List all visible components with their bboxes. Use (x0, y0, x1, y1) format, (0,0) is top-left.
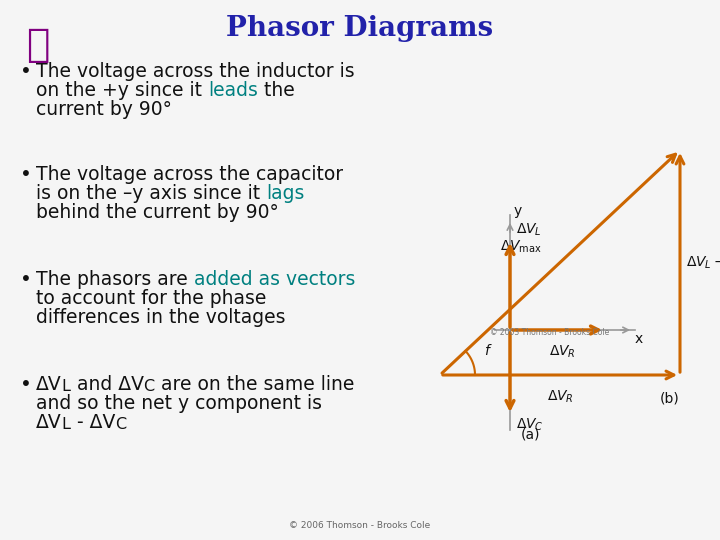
Text: (a): (a) (521, 428, 540, 442)
Text: •: • (20, 62, 32, 81)
Text: Phasor Diagrams: Phasor Diagrams (226, 15, 494, 42)
Text: and ΔV: and ΔV (71, 375, 143, 394)
Text: and so the net y component is: and so the net y component is (36, 394, 322, 413)
Text: ΔV: ΔV (36, 375, 62, 394)
Text: f: f (484, 344, 489, 358)
Text: to account for the phase: to account for the phase (36, 289, 266, 308)
Text: $\Delta V_\mathrm{max}$: $\Delta V_\mathrm{max}$ (500, 238, 542, 254)
Text: ΔV: ΔV (36, 413, 62, 432)
Text: © 2003 Thomson - Brooks Cole: © 2003 Thomson - Brooks Cole (490, 328, 609, 337)
Text: differences in the voltages: differences in the voltages (36, 308, 286, 327)
Text: •: • (20, 165, 32, 184)
Text: L: L (62, 417, 71, 432)
Text: •: • (20, 375, 32, 394)
Text: © 2006 Thomson - Brooks Cole: © 2006 Thomson - Brooks Cole (289, 521, 431, 530)
Text: $\Delta V_R$: $\Delta V_R$ (549, 344, 576, 360)
Text: The voltage across the inductor is: The voltage across the inductor is (36, 62, 355, 81)
Text: 🦎: 🦎 (27, 26, 50, 64)
Text: added as vectors: added as vectors (194, 270, 355, 289)
Text: $\Delta V_C$: $\Delta V_C$ (516, 417, 544, 434)
Text: - ΔV: - ΔV (71, 413, 115, 432)
Text: behind the current by 90°: behind the current by 90° (36, 203, 279, 222)
Text: The voltage across the capacitor: The voltage across the capacitor (36, 165, 343, 184)
Text: on the +y since it: on the +y since it (36, 81, 208, 100)
Text: (b): (b) (660, 392, 680, 406)
Text: C: C (143, 379, 155, 394)
Text: x: x (635, 332, 643, 346)
Text: are on the same line: are on the same line (155, 375, 354, 394)
Text: L: L (62, 379, 71, 394)
Text: leads: leads (208, 81, 258, 100)
Text: current by 90°: current by 90° (36, 100, 172, 119)
Text: is on the –y axis since it: is on the –y axis since it (36, 184, 266, 203)
Text: lags: lags (266, 184, 305, 203)
Text: $\Delta V_L - \Delta V_C$: $\Delta V_L - \Delta V_C$ (686, 254, 720, 271)
Text: $\Delta V_R$: $\Delta V_R$ (546, 389, 573, 406)
Text: C: C (115, 417, 126, 432)
Text: •: • (20, 270, 32, 289)
Text: y: y (514, 204, 522, 218)
Text: $\Delta V_L$: $\Delta V_L$ (516, 221, 542, 238)
Text: The phasors are: The phasors are (36, 270, 194, 289)
Text: the: the (258, 81, 294, 100)
